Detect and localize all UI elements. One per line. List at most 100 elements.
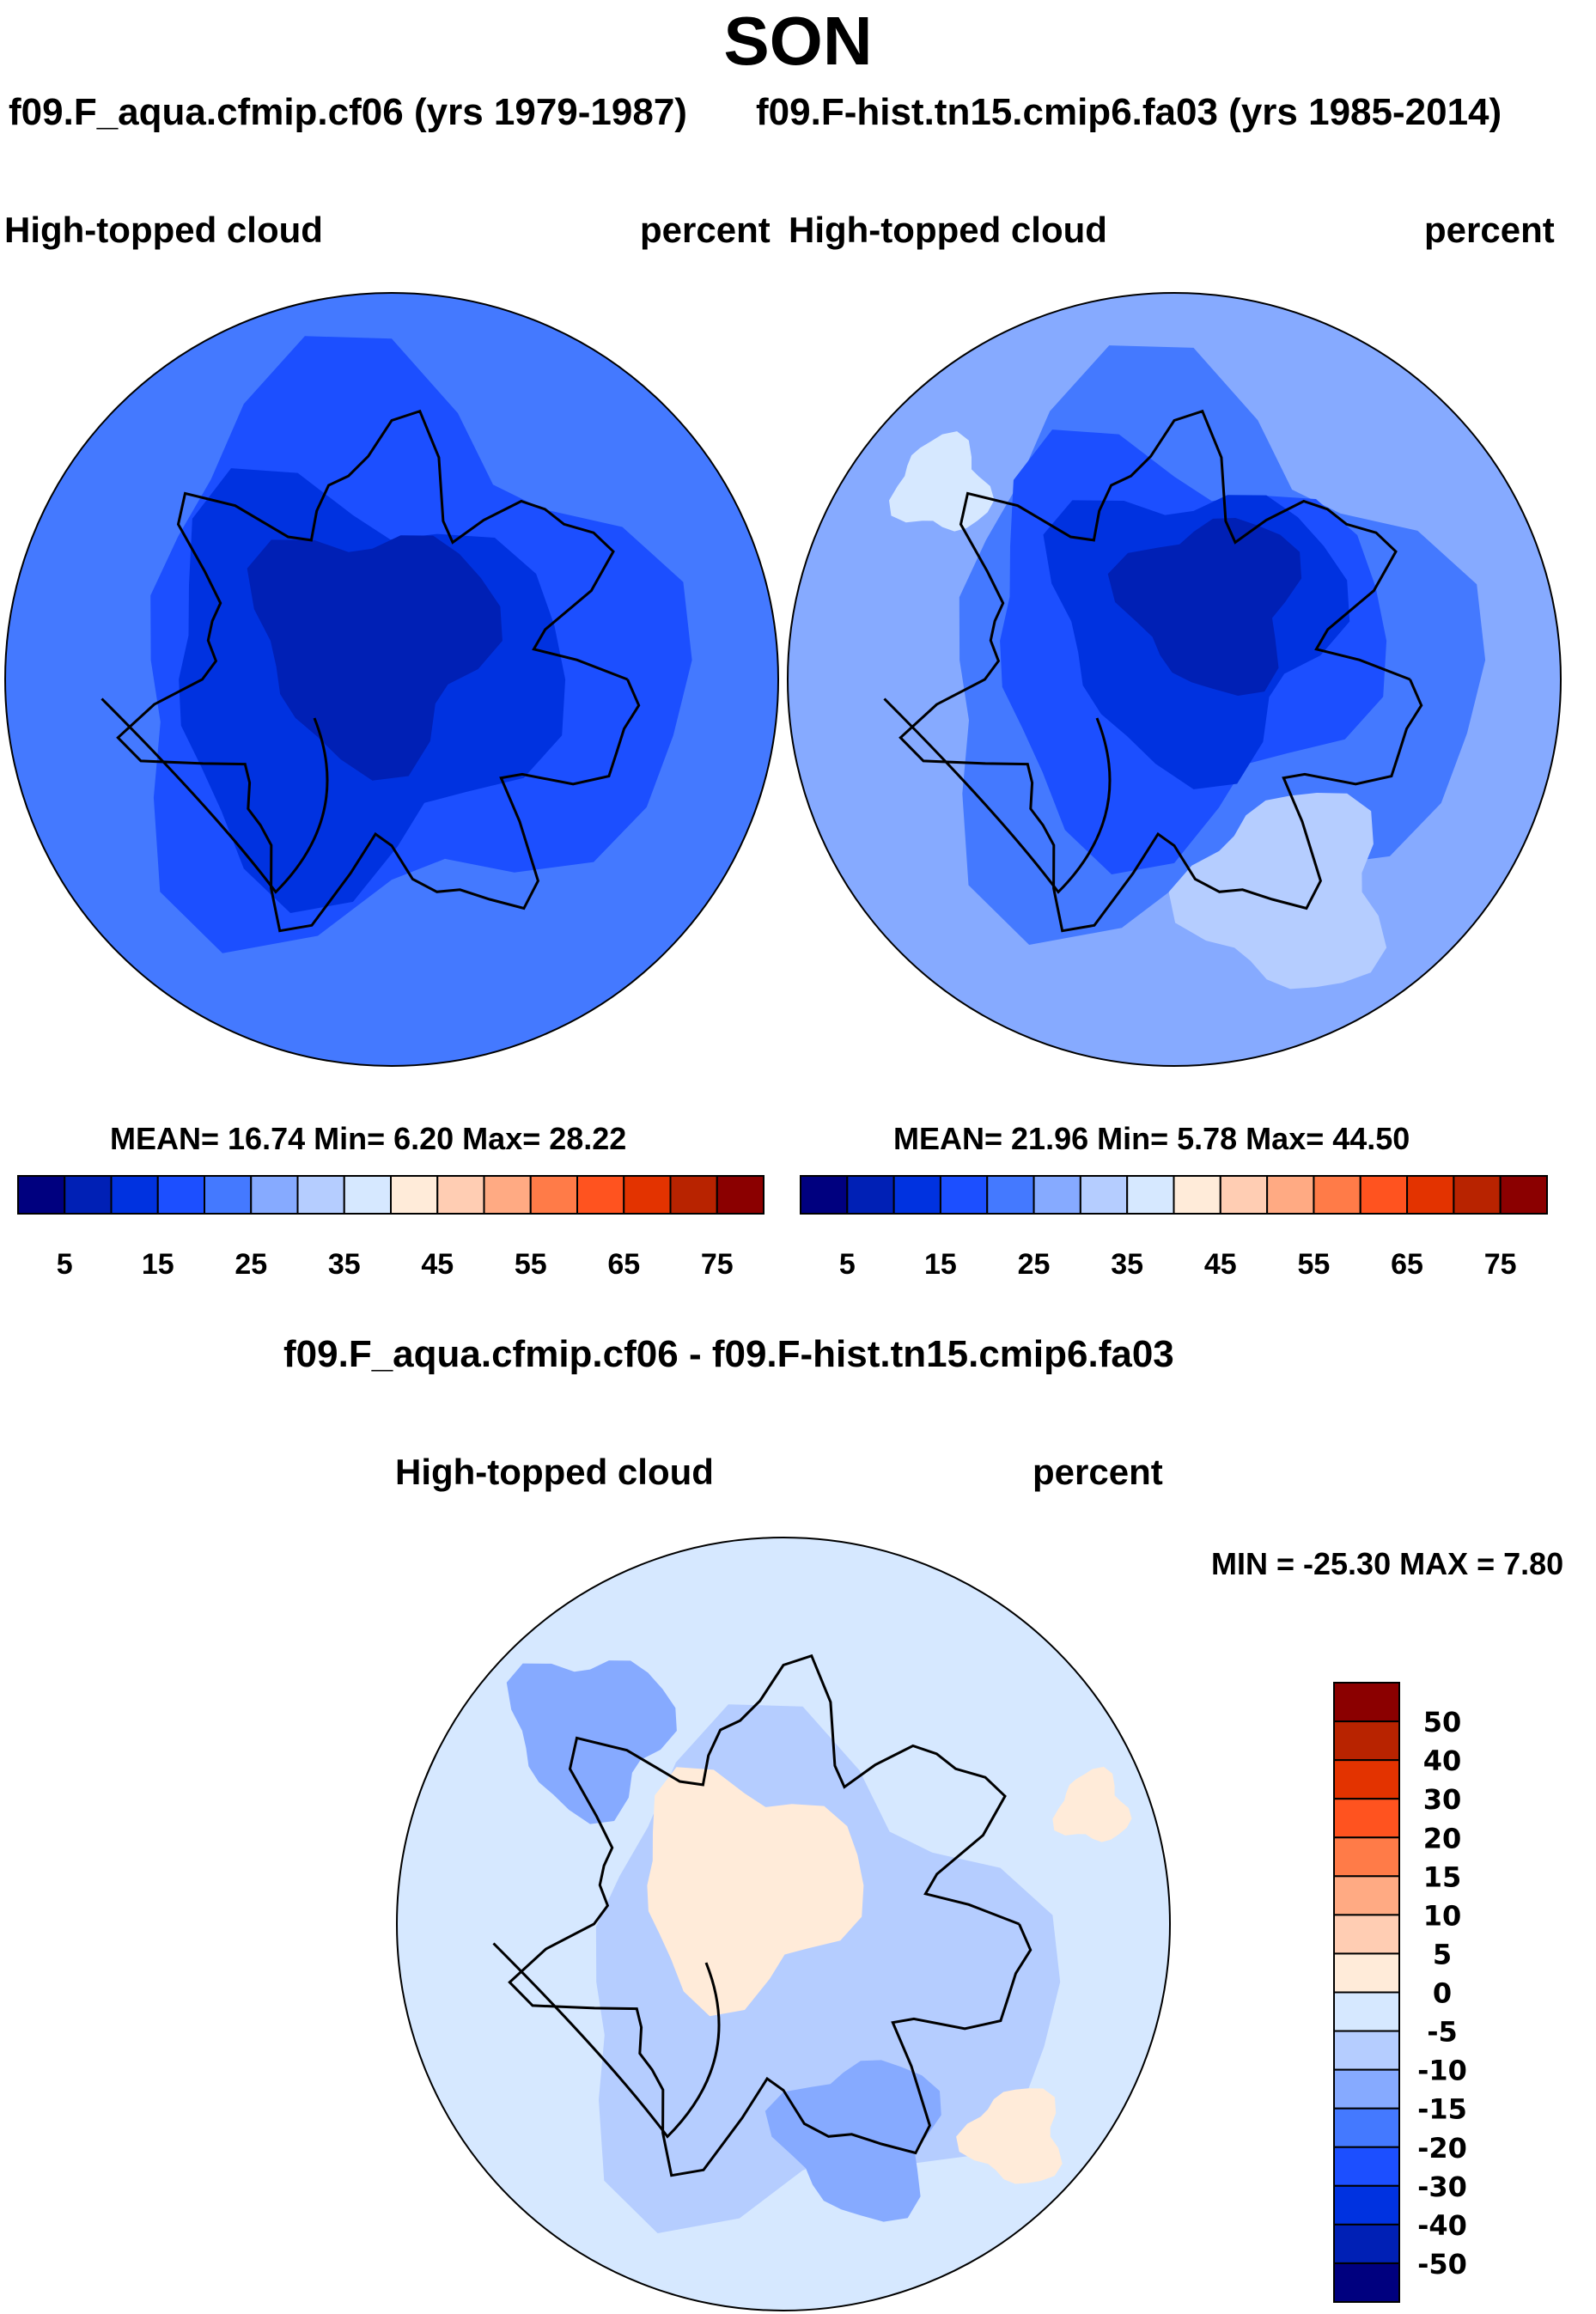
- colorbar-box: [17, 1175, 66, 1215]
- diff-stats: MIN = -25.30 MAX = 7.80: [1211, 1546, 1564, 1581]
- right-variable: High-topped cloud: [789, 210, 1107, 250]
- colorbar-tick-label: 5: [57, 1248, 73, 1281]
- colorbar-tick-label: 5: [1433, 1938, 1452, 1970]
- left-units: percent: [640, 210, 771, 250]
- colorbar-tick-label: 65: [1391, 1248, 1423, 1281]
- contour-region: [1052, 1766, 1132, 1842]
- colorbar-box: [1333, 1836, 1400, 1878]
- colorbar-tick-label: 75: [701, 1248, 734, 1281]
- colorbar-tick-label: 15: [924, 1248, 957, 1281]
- colorbar-tick-label: 5: [839, 1248, 856, 1281]
- left-stats: MEAN= 16.74 Min= 6.20 Max= 28.22: [110, 1121, 627, 1156]
- colorbar-box: [1033, 1175, 1081, 1215]
- colorbar-tick-label: 35: [328, 1248, 361, 1281]
- colorbar-box: [343, 1175, 392, 1215]
- colorbar-box: [1266, 1175, 1315, 1215]
- coastline: [116, 409, 641, 933]
- colorbar-box: [986, 1175, 1035, 1215]
- contour-region: [889, 431, 995, 532]
- colorbar-box: [529, 1175, 578, 1215]
- colorbar-tick-label: -15: [1417, 2093, 1467, 2126]
- colorbar-tick-label: 45: [421, 1248, 454, 1281]
- colorbar-box: [1333, 2107, 1400, 2148]
- colorbar-box: [1333, 1682, 1400, 1723]
- colorbar-tick-label: 25: [1018, 1248, 1051, 1281]
- colorbar-box: [669, 1175, 718, 1215]
- colorbar-box: [1333, 2223, 1400, 2264]
- colorbar-box: [1333, 2184, 1400, 2226]
- diff-title: f09.F_aqua.cfmip.cf06 - f09.F-hist.tn15.…: [283, 1333, 1174, 1375]
- right-subtitle: f09.F-hist.tn15.cmip6.fa03 (yrs 1985-201…: [756, 91, 1502, 133]
- colorbar-tick-label: 55: [515, 1248, 547, 1281]
- map-border: [787, 292, 1562, 1067]
- right-stats: MEAN= 21.96 Min= 5.78 Max= 44.50: [893, 1121, 1410, 1156]
- diff-units: percent: [1033, 1452, 1163, 1492]
- contour-region: [247, 535, 503, 781]
- colorbar-box: [1126, 1175, 1175, 1215]
- colorbar-box: [1333, 1720, 1400, 1762]
- colorbar-box: [939, 1175, 989, 1215]
- colorbar-box: [800, 1175, 849, 1215]
- left-subtitle: f09.F_aqua.cfmip.cf06 (yrs 1979-1987): [9, 91, 687, 133]
- polar-map-0: [4, 292, 779, 1067]
- colorbar-box: [1406, 1175, 1455, 1215]
- colorbar-box: [1333, 2030, 1400, 2071]
- colorbar-tick-label: 35: [1111, 1248, 1143, 1281]
- colorbar-tick-label: 20: [1423, 1822, 1462, 1854]
- greenland-coastline: [883, 697, 1112, 894]
- colorbar-tick-label: 15: [1423, 1860, 1462, 1893]
- colorbar-tick-label: 40: [1423, 1745, 1462, 1777]
- colorbar-tick-label: 65: [607, 1248, 640, 1281]
- map-border: [396, 1537, 1171, 2311]
- colorbar-box: [1333, 1991, 1400, 2032]
- contour-region: [764, 2060, 941, 2222]
- colorbar-box: [1079, 1175, 1129, 1215]
- colorbar-tick-label: -30: [1417, 2171, 1467, 2203]
- colorbar-box: [110, 1175, 159, 1215]
- colorbar-tick-label: 55: [1298, 1248, 1331, 1281]
- colorbar-tick-label: 10: [1423, 1899, 1462, 1932]
- colorbar-box: [436, 1175, 485, 1215]
- left-variable: High-topped cloud: [4, 210, 323, 250]
- colorbar-box: [1333, 1952, 1400, 1994]
- colorbar-box: [1173, 1175, 1221, 1215]
- polar-map-1: [787, 292, 1562, 1067]
- colorbar-box: [1333, 2262, 1400, 2303]
- colorbar-box: [250, 1175, 299, 1215]
- coastline: [899, 409, 1423, 933]
- greenland-coastline: [492, 1942, 721, 2139]
- colorbar-box: [1333, 2068, 1400, 2110]
- colorbar-box: [1313, 1175, 1361, 1215]
- colorbar-tick-label: -50: [1417, 2248, 1467, 2281]
- colorbar-box: [1359, 1175, 1409, 1215]
- colorbar-tick-label: 45: [1204, 1248, 1237, 1281]
- colorbar-tick-label: -40: [1417, 2209, 1467, 2242]
- greenland-coastline: [101, 697, 329, 894]
- diff-variable: High-topped cloud: [395, 1452, 714, 1492]
- polar-map-2: [396, 1537, 1171, 2311]
- colorbar-tick-label: 50: [1423, 1706, 1462, 1739]
- colorbar-tick-label: -20: [1417, 2132, 1467, 2165]
- colorbar-box: [64, 1175, 113, 1215]
- coastline: [508, 1653, 1033, 2177]
- colorbar-box: [623, 1175, 672, 1215]
- colorbar-tick-label: -10: [1417, 2055, 1467, 2087]
- colorbar-tick-label: 75: [1484, 1248, 1517, 1281]
- contour-region: [1107, 518, 1302, 696]
- colorbar-box: [296, 1175, 345, 1215]
- colorbar-box: [1333, 1875, 1400, 1916]
- colorbar-tick-label: 15: [142, 1248, 174, 1281]
- colorbar-box: [1219, 1175, 1269, 1215]
- contour-region: [1168, 793, 1387, 990]
- contour-region: [647, 1767, 864, 2017]
- colorbar-box: [1333, 1798, 1400, 1839]
- colorbar-box: [576, 1175, 625, 1215]
- colorbar-box: [390, 1175, 439, 1215]
- colorbar-box: [1333, 1759, 1400, 1800]
- colorbar-tick-label: 0: [1433, 1977, 1452, 2010]
- colorbar-tick-label: 30: [1423, 1783, 1462, 1816]
- map-border: [4, 292, 779, 1067]
- colorbar-box: [204, 1175, 253, 1215]
- colorbar-box: [483, 1175, 532, 1215]
